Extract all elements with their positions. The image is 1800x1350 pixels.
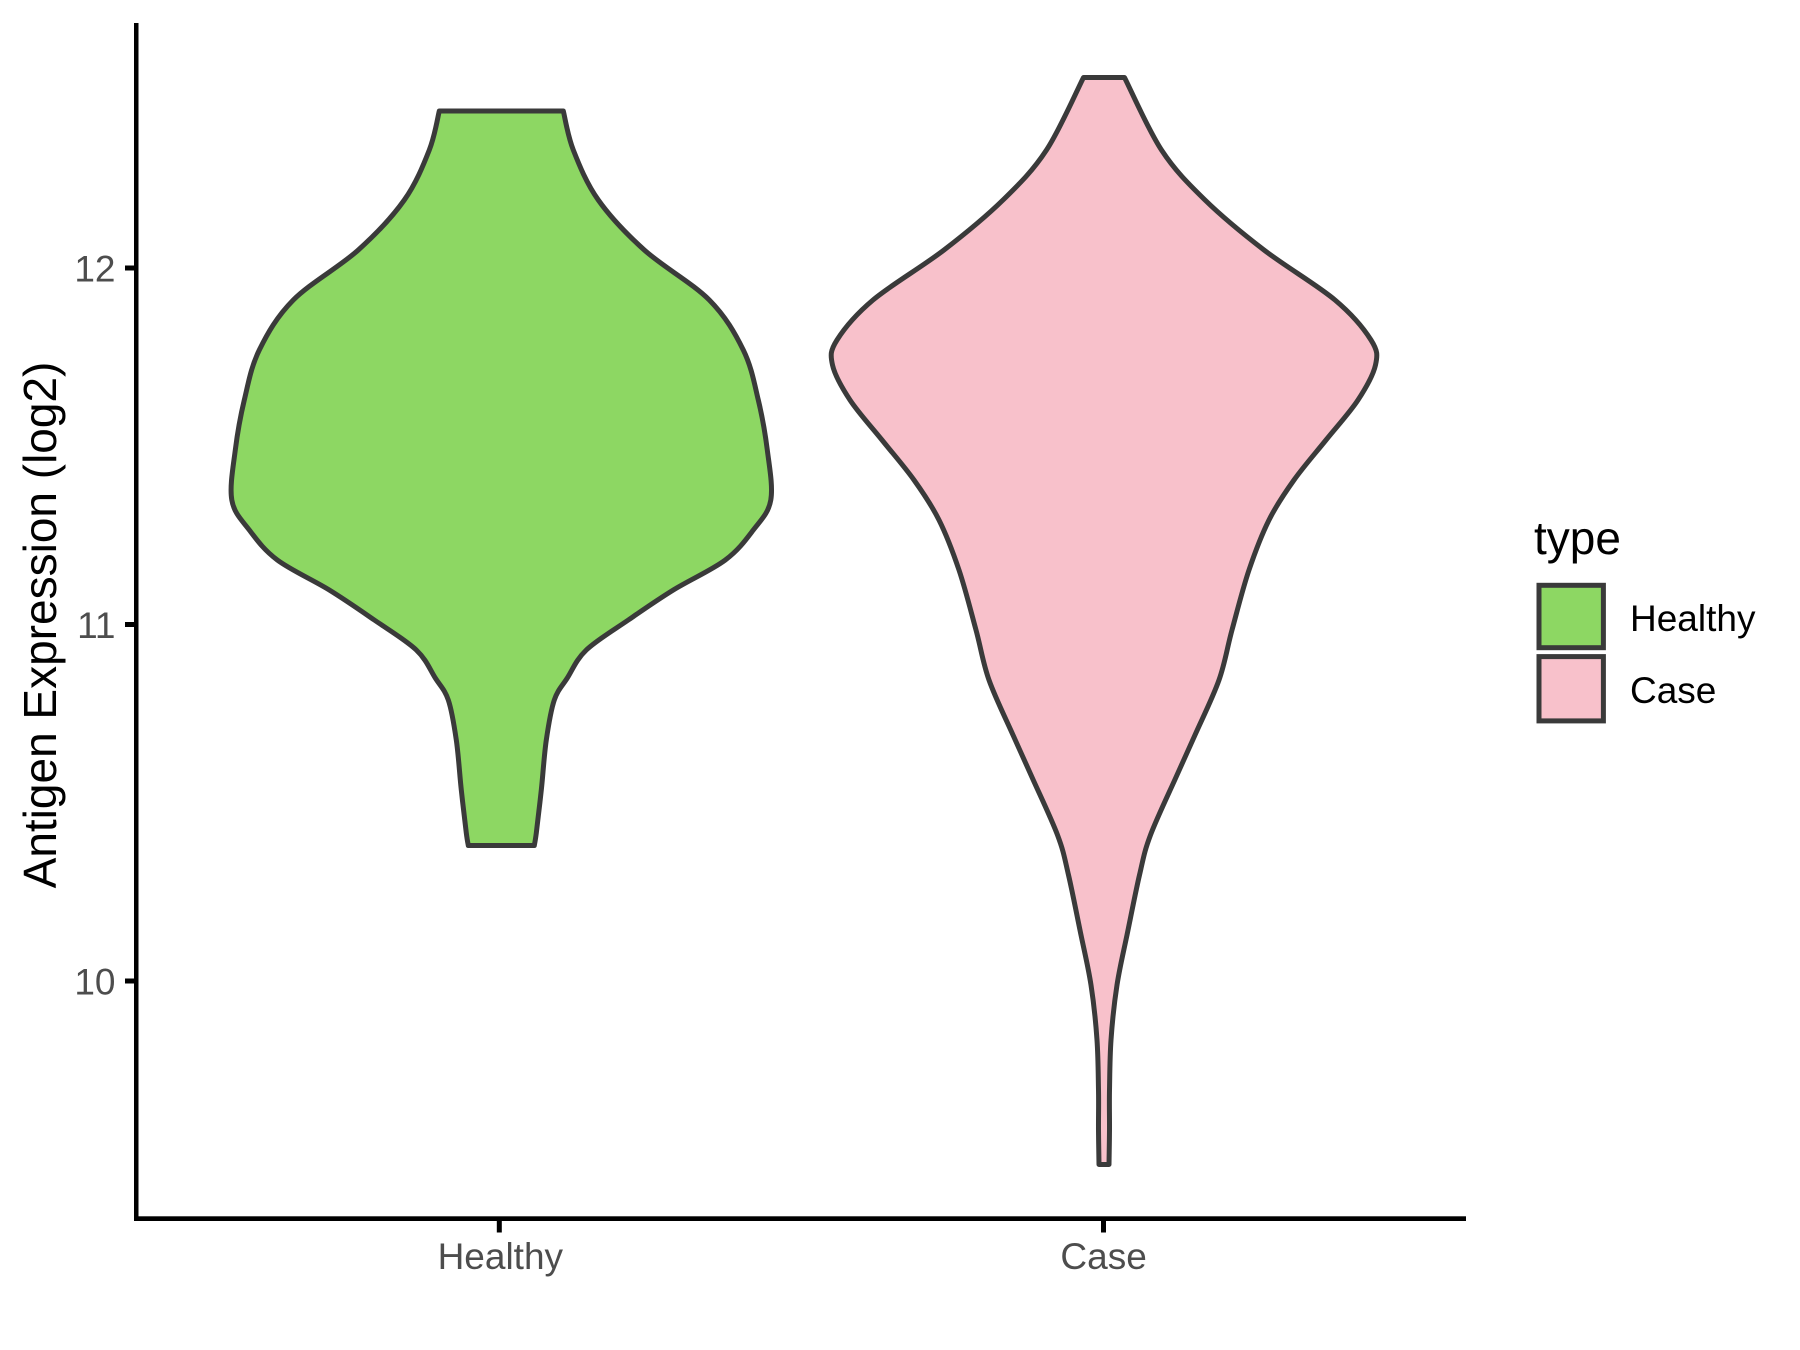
svg-text:Antigen Expression (log2): Antigen Expression (log2) (14, 362, 66, 889)
svg-text:11: 11 (77, 605, 115, 646)
svg-text:type: type (1534, 512, 1621, 564)
svg-text:10: 10 (74, 961, 115, 1002)
svg-text:Case: Case (1630, 670, 1716, 711)
svg-text:Case: Case (1060, 1236, 1146, 1277)
svg-text:Healthy: Healthy (1630, 598, 1756, 639)
svg-text:12: 12 (74, 248, 115, 289)
svg-text:Healthy: Healthy (438, 1236, 564, 1277)
